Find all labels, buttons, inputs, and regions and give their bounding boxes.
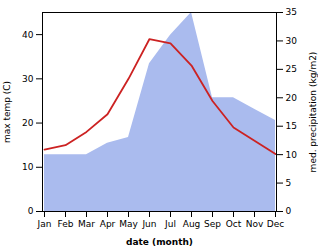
svg-text:20: 20 bbox=[286, 93, 298, 103]
svg-text:max temp (C): max temp (C) bbox=[2, 81, 12, 143]
svg-text:10: 10 bbox=[286, 150, 298, 160]
svg-text:40: 40 bbox=[22, 29, 34, 39]
svg-text:Mar: Mar bbox=[78, 219, 95, 229]
svg-text:Feb: Feb bbox=[58, 219, 74, 229]
svg-text:date (month): date (month) bbox=[126, 237, 193, 247]
svg-text:Jan: Jan bbox=[37, 219, 52, 229]
svg-text:25: 25 bbox=[286, 64, 297, 74]
svg-text:Oct: Oct bbox=[226, 219, 242, 229]
svg-text:Apr: Apr bbox=[100, 219, 116, 229]
svg-text:Nov: Nov bbox=[246, 219, 264, 229]
svg-text:Aug: Aug bbox=[183, 219, 201, 229]
svg-text:May: May bbox=[119, 219, 138, 229]
svg-text:20: 20 bbox=[22, 118, 34, 128]
svg-text:Jul: Jul bbox=[164, 219, 176, 229]
svg-text:30: 30 bbox=[286, 36, 298, 46]
svg-text:med. precipitation (kg/m2): med. precipitation (kg/m2) bbox=[308, 52, 318, 173]
svg-text:15: 15 bbox=[286, 121, 297, 131]
svg-text:0: 0 bbox=[286, 206, 292, 216]
svg-text:35: 35 bbox=[286, 7, 297, 17]
svg-text:Jun: Jun bbox=[141, 219, 156, 229]
svg-text:Dec: Dec bbox=[267, 219, 284, 229]
svg-text:30: 30 bbox=[22, 74, 34, 84]
svg-text:0: 0 bbox=[28, 206, 34, 216]
svg-text:5: 5 bbox=[286, 178, 292, 188]
svg-text:10: 10 bbox=[22, 162, 34, 172]
svg-text:Sep: Sep bbox=[204, 219, 221, 229]
